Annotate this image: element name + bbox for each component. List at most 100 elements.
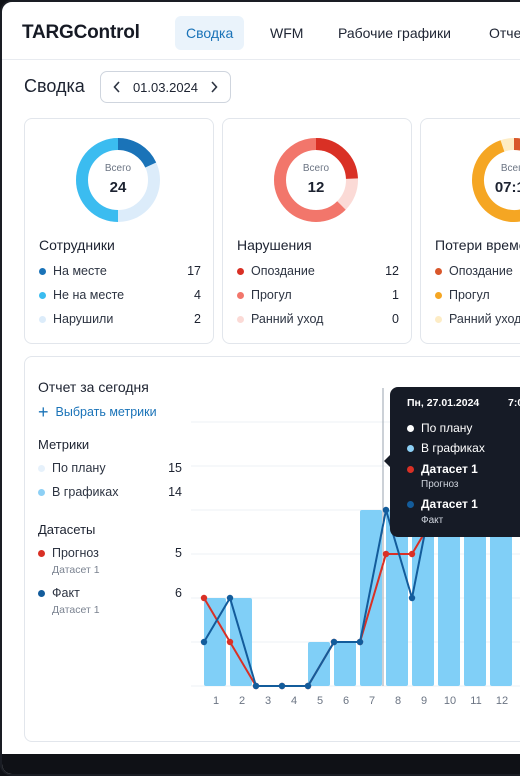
card-title: Сотрудники xyxy=(39,237,115,253)
tooltip-time: 7:00 xyxy=(508,397,520,409)
metric-row-plan[interactable]: По плану 15 xyxy=(38,461,182,475)
x-tick-label: 3 xyxy=(265,695,271,707)
legend-value: 17 xyxy=(187,264,201,278)
violations-card[interactable]: Всего 12 Нарушения Опоздание 12 Прогул 1… xyxy=(222,118,412,344)
chevron-left-icon[interactable] xyxy=(111,80,123,94)
x-tick-label: 9 xyxy=(421,695,427,707)
x-tick-label: 10 xyxy=(444,695,456,707)
legend-row: Опоздание xyxy=(435,262,520,280)
tooltip-dot xyxy=(407,500,414,508)
metric-dot xyxy=(38,464,45,472)
nav-tab-reports[interactable]: Отчеты xyxy=(489,25,520,41)
date-value[interactable]: 01.03.2024 xyxy=(132,79,199,95)
nav-tab-summary[interactable]: Сводка xyxy=(175,16,245,50)
x-tick-label: 7 xyxy=(369,695,375,707)
tooltip-label: В графиках xyxy=(421,441,485,455)
tooltip-sublabel: Факт xyxy=(421,515,444,526)
legend-value: 12 xyxy=(385,264,399,278)
legend-label: Опоздание xyxy=(251,264,315,278)
select-metrics-label[interactable]: Выбрать метрики xyxy=(55,405,157,419)
dataset-label: Факт xyxy=(52,586,80,600)
legend-value: 2 xyxy=(194,312,201,326)
legend-row: Ранний уход xyxy=(435,310,520,328)
legend-row: Прогул 1 xyxy=(237,286,399,304)
tooltip-dot xyxy=(407,465,414,473)
metric-value: 15 xyxy=(168,461,182,475)
legend-label: Прогул xyxy=(449,288,490,302)
legend-dot xyxy=(237,291,244,299)
data-point xyxy=(408,550,416,558)
tooltip-date: Пн, 27.01.2024 xyxy=(407,397,480,409)
legend-dot xyxy=(39,291,46,299)
data-point xyxy=(226,594,234,602)
dataset-value: 5 xyxy=(175,546,182,560)
dataset-sublabel: Датасет 1 xyxy=(52,564,100,576)
bar xyxy=(412,510,434,686)
select-metrics-button[interactable]: + Выбрать метрики xyxy=(38,402,157,422)
tooltip-dot xyxy=(407,444,414,452)
card-title: Нарушения xyxy=(237,237,312,253)
donut-label: Всего xyxy=(302,163,330,174)
legend-label: Прогул xyxy=(251,288,292,302)
tooltip-dot xyxy=(407,424,414,432)
tooltip-row: Датасет 1 xyxy=(407,462,478,476)
x-tick-label: 5 xyxy=(317,695,323,707)
legend-dot xyxy=(237,267,244,275)
nav-tab-schedules[interactable]: Рабочие графики xyxy=(338,25,451,41)
dataset-label: Прогноз xyxy=(52,546,99,560)
dataset-row-fact[interactable]: Факт 6 xyxy=(38,586,182,600)
metric-label: По плану xyxy=(52,461,106,475)
date-picker[interactable]: 01.03.2024 xyxy=(100,71,231,103)
x-tick-label: 1 xyxy=(213,695,219,707)
data-point xyxy=(304,682,312,690)
donut-value: 12 xyxy=(307,179,325,196)
chevron-right-icon[interactable] xyxy=(208,80,220,94)
dataset-sublabel: Датасет 1 xyxy=(52,604,100,616)
dataset-dot xyxy=(38,549,45,557)
time-loss-card[interactable]: Всего 07:10 Потери времени Опоздание Про… xyxy=(420,118,520,344)
data-point xyxy=(252,682,260,690)
legend-dot xyxy=(39,315,46,323)
legend-label: Опоздание xyxy=(449,264,513,278)
donut-label: Всего xyxy=(500,163,520,174)
page-title: Сводка xyxy=(24,76,85,96)
legend-label: На месте xyxy=(53,264,107,278)
report-panel: Отчет за сегодня + Выбрать метрики Метри… xyxy=(24,356,520,742)
tooltip-label: Датасет 1 xyxy=(421,497,478,511)
datasets-label: Датасеты xyxy=(38,522,96,537)
employees-donut xyxy=(76,138,160,222)
chart-tooltip: Пн, 27.01.2024 7:00 По плану В графиках … xyxy=(384,387,520,537)
x-tick-label: 4 xyxy=(291,695,297,707)
legend-label: Не на месте xyxy=(53,288,125,302)
tooltip-row: Датасет 1 xyxy=(407,497,478,511)
legend-row: Прогул xyxy=(435,286,520,304)
data-point xyxy=(356,638,364,646)
legend-label: Ранний уход xyxy=(449,312,520,326)
x-tick-label: 11 xyxy=(470,695,481,707)
donut-value: 24 xyxy=(109,179,127,196)
metric-row-scheduled[interactable]: В графиках 14 xyxy=(38,485,182,499)
data-point xyxy=(382,506,390,514)
top-nav: TARGControl Сводка WFM Рабочие графики О… xyxy=(2,2,520,60)
report-title: Отчет за сегодня xyxy=(38,379,149,395)
plus-icon[interactable]: + xyxy=(38,402,49,422)
dataset-row-forecast[interactable]: Прогноз 5 xyxy=(38,546,182,560)
x-tick-label: 6 xyxy=(343,695,349,707)
data-point xyxy=(408,594,416,602)
bar xyxy=(334,642,356,686)
tooltip-row: По плану xyxy=(407,421,472,435)
legend-value: 1 xyxy=(392,288,399,302)
metric-dot xyxy=(38,488,45,496)
app-logo[interactable]: TARGControl xyxy=(22,22,140,43)
dataset-value: 6 xyxy=(175,586,182,600)
metric-label: В графиках xyxy=(52,485,119,499)
employees-card[interactable]: Всего 24 Сотрудники На месте 17 Не на ме… xyxy=(24,118,214,344)
legend-row: На месте 17 xyxy=(39,262,201,280)
legend-row: Нарушили 2 xyxy=(39,310,201,328)
legend-row: Ранний уход 0 xyxy=(237,310,399,328)
bar xyxy=(360,510,382,686)
time-loss-donut xyxy=(472,138,520,222)
tooltip-label: Датасет 1 xyxy=(421,462,478,476)
nav-tab-wfm[interactable]: WFM xyxy=(270,25,304,41)
